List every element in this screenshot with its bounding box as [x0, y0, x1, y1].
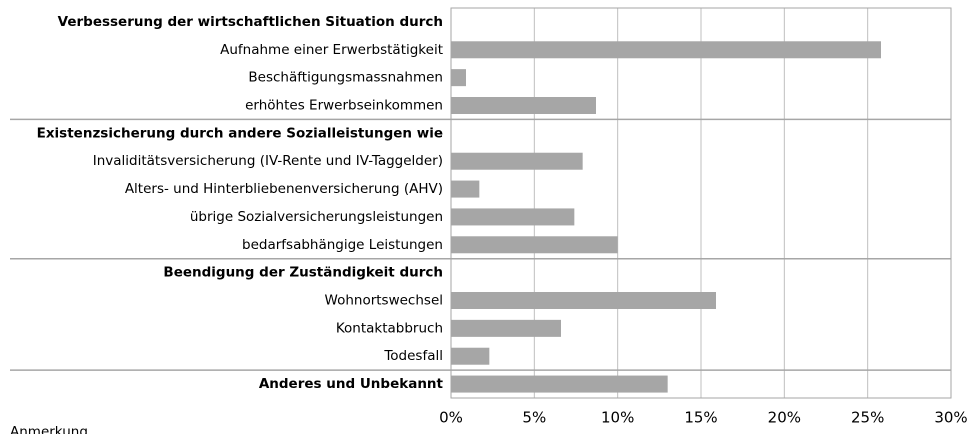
bar — [451, 180, 480, 198]
y-tick-label: Aufnahme einer Erwerbstätigkeit — [220, 42, 443, 58]
x-tick-label: 25% — [851, 409, 884, 427]
bar — [451, 97, 596, 114]
y-tick-label: Verbesserung der wirtschaftlichen Situat… — [58, 14, 443, 30]
x-tick-label: 15% — [684, 409, 717, 427]
y-tick-label: bedarfsabhängige Leistungen — [242, 237, 443, 253]
y-tick-label: Wohnortswechsel — [325, 293, 443, 309]
y-tick-label: Invaliditätsversicherung (IV-Rente und I… — [93, 153, 443, 169]
y-tick-label: erhöhtes Erwerbseinkommen — [245, 98, 443, 114]
x-tick-label: 30% — [934, 409, 967, 427]
plot-border — [450, 7, 952, 399]
bar — [451, 152, 583, 170]
x-tick-label: 5% — [522, 409, 546, 427]
y-tick-label: Alters- und Hinterbliebenenversicherung … — [125, 181, 443, 197]
note: Anmerkung — [10, 424, 88, 434]
x-tick-label: 10% — [601, 409, 634, 427]
bar — [451, 41, 881, 59]
bar — [451, 236, 618, 254]
y-tick-label: Beendigung der Zuständigkeit durch — [163, 265, 443, 281]
bar — [451, 69, 466, 87]
y-tick-label: Todesfall — [383, 348, 443, 364]
y-tick-label: Kontaktabbruch — [336, 320, 443, 336]
bar — [451, 375, 668, 393]
bar — [451, 347, 490, 365]
x-tick-label: 0% — [439, 409, 463, 427]
bar — [451, 292, 716, 309]
bar — [451, 208, 575, 226]
y-tick-label: Anderes und Unbekannt — [259, 376, 444, 392]
bar — [451, 319, 561, 337]
x-tick-label: 20% — [768, 409, 801, 427]
y-tick-label: übrige Sozialversicherungsleistungen — [190, 209, 443, 225]
y-tick-label: Existenzsicherung durch andere Soziallei… — [37, 125, 443, 141]
y-tick-label: Beschäftigungsmassnahmen — [248, 70, 443, 86]
